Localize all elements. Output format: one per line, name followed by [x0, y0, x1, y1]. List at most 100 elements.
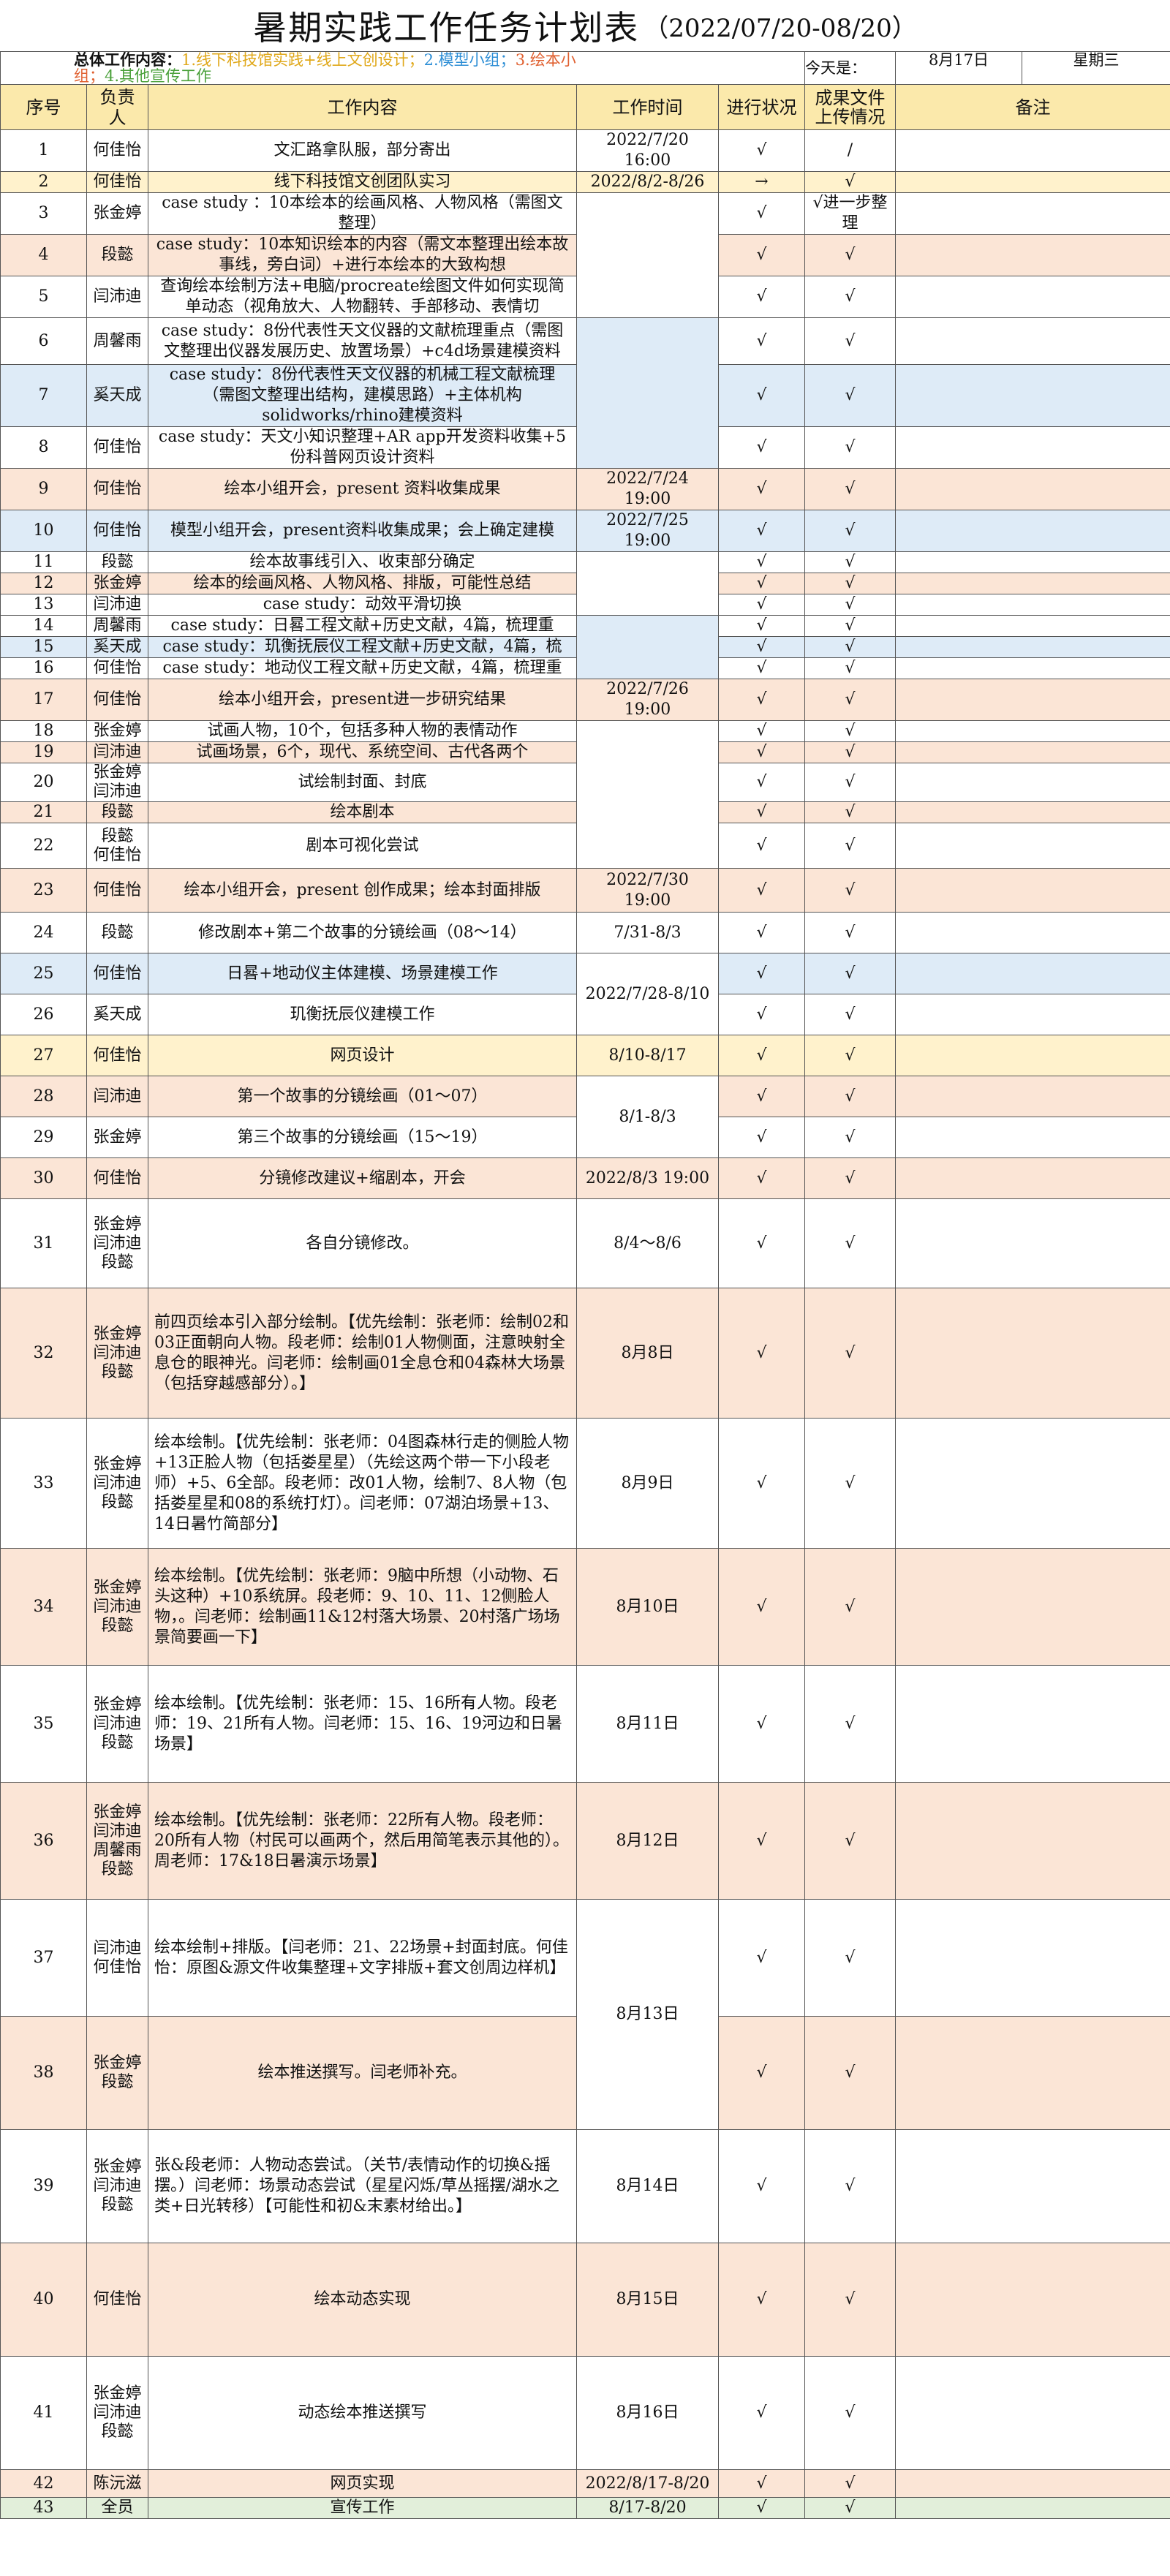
row-number: 2: [0, 171, 87, 193]
content-cell: 模型小组开会，present资料收集成果；会上确定建模: [148, 510, 577, 552]
owner-cell: 闫沛迪: [86, 741, 148, 763]
content-cell: 绘本推送撰写。闫老师补充。: [148, 2016, 577, 2130]
table-row: 4 段懿 case study：10本知识绘本的内容（需文本整理出绘本故事线，旁白词…: [0, 234, 1170, 276]
status-cell: √: [718, 426, 805, 469]
owner-cell: 张金婷 段懿: [86, 2016, 148, 2130]
table-row: 14 周馨雨 case study：日晷工程文献+历史文献，4篇，梳理重 √ √: [0, 615, 1170, 679]
content-cell: case study：玑衡抚辰仪工程文献+历史文献，4篇，梳: [148, 636, 577, 658]
table-row: 27 何佳怡 网页设计 8/10-8/17 √ √: [0, 1035, 1170, 1076]
upload-cell: √: [804, 1548, 896, 1666]
time-cell: 2022/7/25 19:00: [576, 510, 719, 552]
remark-cell: [895, 594, 1170, 616]
upload-cell: √: [804, 1117, 896, 1158]
status-cell: √: [718, 763, 805, 802]
owner-cell: 陈沅滋: [86, 2469, 148, 2498]
upload-cell: √: [804, 1198, 896, 1288]
header-cell: 进行状况: [718, 84, 805, 130]
content-cell: 分镜修改建议+缩剧本，开会: [148, 1157, 577, 1199]
remark-cell: [895, 1899, 1170, 2017]
content-cell: case study ：10本绘本的绘画风格、人物风格（需图文整理）: [148, 192, 577, 235]
owner-cell: 何佳怡: [86, 953, 148, 994]
row-number: 34: [0, 1548, 87, 1666]
table-row: 7 奚天成 case study：8份代表性天文仪器的机械工程文献梳理（需图文整理出…: [0, 364, 1170, 427]
owner-cell: 张金婷 闫沛迪 周馨雨 段懿: [86, 1782, 148, 1900]
time-cell: 8月14日: [576, 2129, 719, 2243]
upload-cell: √: [804, 868, 896, 913]
status-cell: √: [718, 468, 805, 510]
upload-cell: √: [804, 317, 896, 365]
owner-cell: 张金婷: [86, 1117, 148, 1158]
remark-cell: [895, 615, 1170, 637]
remark-cell: [895, 317, 1170, 365]
upload-cell: √: [804, 276, 896, 318]
remark-cell: [895, 171, 1170, 193]
owner-cell: 周馨雨: [86, 615, 148, 637]
owner-cell: 闫沛迪: [86, 1076, 148, 1117]
time-cell: 8月13日: [576, 1899, 719, 2130]
weekday: 星期三: [1073, 51, 1120, 69]
row-number: 27: [0, 1035, 87, 1076]
time-cell: 8/4～8/6: [576, 1198, 719, 1288]
remark-cell: [895, 868, 1170, 913]
owner-cell: 张金婷 闫沛迪 段懿: [86, 2356, 148, 2470]
status-cell: √: [718, 192, 805, 235]
upload-cell: √: [804, 1418, 896, 1549]
table-row: 17 何佳怡 绘本小组开会，present进一步研究结果 2022/7/26 19:0…: [0, 679, 1170, 721]
status-cell: √: [718, 720, 805, 742]
time-cell: 2022/7/28-8/10: [576, 953, 719, 1035]
owner-cell: 何佳怡: [86, 171, 148, 193]
upload-cell: √: [804, 1288, 896, 1419]
status-cell: √: [718, 510, 805, 552]
owner-cell: 段懿: [86, 234, 148, 276]
remark-cell: [895, 763, 1170, 802]
table-row: 21 段懿 绘本剧本 √ √: [0, 801, 1170, 823]
upload-cell: √: [804, 912, 896, 953]
owner-cell: 段懿 何佳怡: [86, 823, 148, 869]
owner-cell: 何佳怡: [86, 679, 148, 721]
remark-cell: [895, 1548, 1170, 1666]
status-cell: √: [718, 741, 805, 763]
owner-cell: 张金婷: [86, 192, 148, 235]
row-number: 33: [0, 1418, 87, 1549]
table-row: 33 张金婷 闫沛迪 段懿 绘本绘制。【优先绘制：张老师：04图森林行走的侧脸人物+…: [0, 1418, 1170, 1549]
content-cell: 绘本小组开会，present 创作成果；绘本封面排版: [148, 868, 577, 913]
status-cell: √: [718, 1157, 805, 1199]
upload-cell: √: [804, 615, 896, 637]
remark-cell: [895, 720, 1170, 742]
today-cell: 8月17日 星期三: [895, 51, 1170, 85]
remark-cell: [895, 801, 1170, 823]
status-cell: √: [718, 657, 805, 679]
upload-cell: √: [804, 2469, 896, 2498]
remark-cell: [895, 1418, 1170, 1549]
remark-cell: [895, 741, 1170, 763]
remark-cell: [895, 468, 1170, 510]
today-label: 今天是：: [804, 51, 896, 85]
owner-cell: 何佳怡: [86, 510, 148, 552]
content-cell: 第三个故事的分镜绘画（15～19）: [148, 1117, 577, 1158]
row-number: 24: [0, 912, 87, 953]
content-cell: 张&段老师：人物动态尝试。（关节/表情动作的切换&摇摆。）闫老师：场景动态尝试（…: [148, 2129, 577, 2243]
remark-cell: [895, 912, 1170, 953]
table-row: 3 张金婷 case study ：10本绘本的绘画风格、人物风格（需图文整理） √ √…: [0, 192, 1170, 318]
table-row: 36 张金婷 闫沛迪 周馨雨 段懿 绘本绘制。【优先绘制：张老师：22所有人物。段老…: [0, 1782, 1170, 1900]
upload-cell: √: [804, 364, 896, 427]
owner-cell: 奚天成: [86, 364, 148, 427]
status-cell: √: [718, 317, 805, 365]
content-cell: 试画场景，6个，现代、系统空间、古代各两个: [148, 741, 577, 763]
owner-cell: 奚天成: [86, 994, 148, 1035]
today-date: 8月17日: [897, 52, 1022, 84]
content-cell: case study：10本知识绘本的内容（需文本整理出绘本故事线，旁白词）+进…: [148, 234, 577, 276]
upload-cell: √: [804, 636, 896, 658]
remark-cell: [895, 1288, 1170, 1419]
content-cell: 绘本绘制+排版。【闫老师：21、22场景+封面封底。何佳怡：原图&源文件收集整理…: [148, 1899, 577, 2017]
remark-cell: [895, 573, 1170, 594]
remark-cell: [895, 994, 1170, 1035]
row-number: 28: [0, 1076, 87, 1117]
owner-cell: 全员: [86, 2497, 148, 2519]
remark-cell: [895, 234, 1170, 276]
row-number: 18: [0, 720, 87, 742]
owner-cell: 何佳怡: [86, 1035, 148, 1076]
upload-cell: √: [804, 741, 896, 763]
row-number: 3: [0, 192, 87, 235]
owner-cell: 段懿: [86, 801, 148, 823]
